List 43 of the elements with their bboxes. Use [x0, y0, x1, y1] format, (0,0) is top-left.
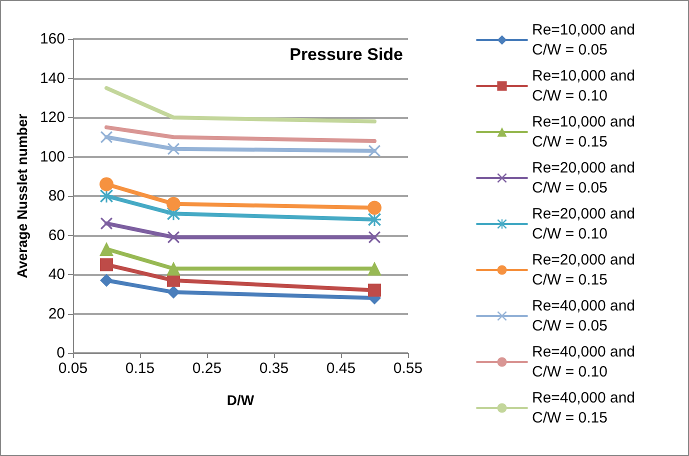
point	[166, 262, 180, 276]
y-tick-label: 160	[40, 30, 65, 48]
point	[100, 217, 112, 230]
point	[368, 200, 382, 215]
x-tick-label: 0.25	[192, 360, 222, 377]
y-tick-label: 60	[48, 226, 65, 244]
y-tick-label: 120	[40, 109, 65, 126]
point	[100, 274, 113, 287]
legend-label: Re=20,000 and C/W = 0.15	[532, 252, 640, 288]
point	[100, 177, 114, 192]
x-tick-label: 0.45	[326, 360, 356, 377]
legend-label: Re=10,000 and C/W = 0.10	[532, 68, 640, 104]
y-tick-label: 100	[40, 148, 65, 166]
y-tick-label: 40	[48, 266, 65, 283]
x-tick-label: 0.15	[125, 360, 155, 377]
point	[100, 190, 113, 202]
y-axis-title: Average Nusslet number	[14, 113, 30, 278]
legend-label: Re=20,000 and C/W = 0.10	[532, 206, 640, 242]
x-axis-title: D/W	[226, 392, 255, 408]
x-tick-label: 0.35	[259, 360, 289, 377]
y-tick-label: 0	[56, 344, 65, 362]
point	[368, 144, 380, 157]
legend-label: Re=40,000 and C/W = 0.05	[532, 298, 640, 334]
y-tick-label: 140	[40, 70, 65, 87]
legend-label: Re=20,000 and C/W = 0.05	[532, 160, 640, 196]
chart-title: Pressure Side	[290, 45, 404, 64]
point	[368, 213, 381, 226]
y-tick-label: 20	[48, 305, 65, 322]
point	[168, 142, 180, 155]
y-tick-label: 80	[48, 188, 65, 204]
point	[167, 286, 180, 299]
point	[368, 262, 382, 276]
point	[166, 196, 180, 211]
legend-label: Re=40,000 and C/W = 0.15	[532, 390, 640, 426]
x-tick-label: 0.55	[393, 360, 423, 377]
point	[100, 242, 114, 256]
legend-label: Re=40,000 and C/W = 0.10	[532, 344, 640, 380]
legend-label: Re=10,000 and C/W = 0.05	[532, 22, 640, 58]
x-tick-label: 0.05	[58, 360, 88, 377]
point	[100, 258, 113, 272]
point	[368, 284, 381, 297]
point	[100, 131, 112, 144]
legend-label: Re=10,000 and C/W = 0.15	[532, 114, 640, 150]
